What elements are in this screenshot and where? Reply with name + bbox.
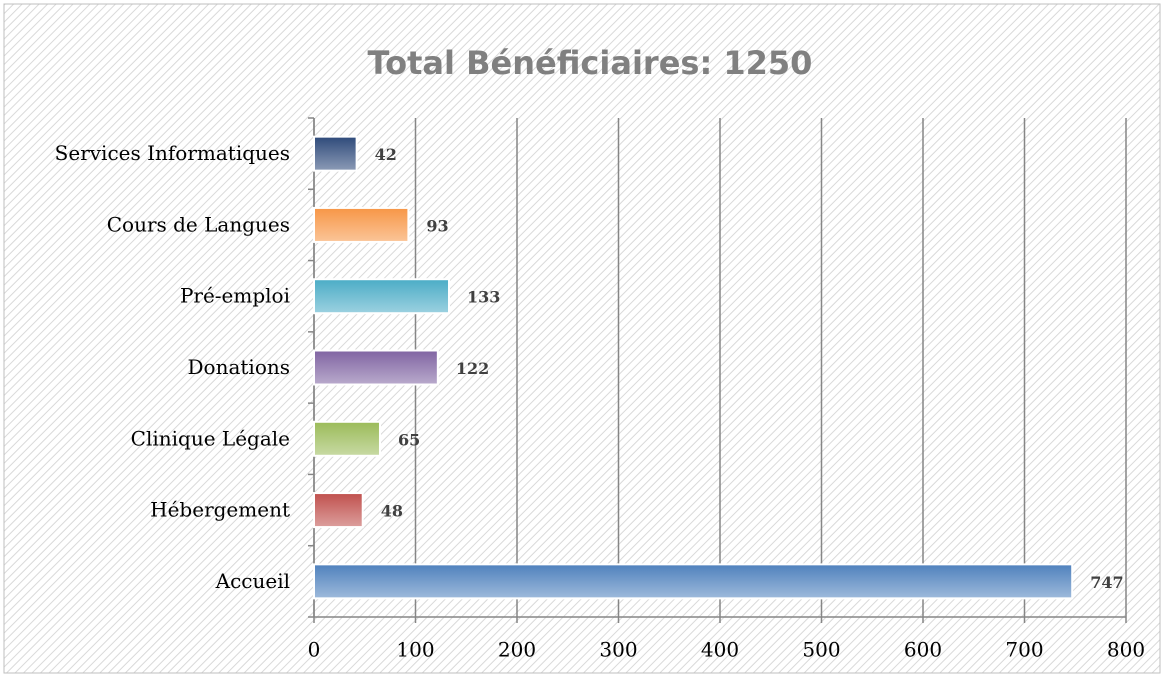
bar <box>313 278 450 315</box>
x-tick-label: 100 <box>396 638 434 662</box>
x-tick-label: 700 <box>1005 638 1043 662</box>
value-label: 65 <box>398 430 420 449</box>
value-label: 747 <box>1090 573 1123 592</box>
bar <box>313 492 364 529</box>
bar <box>313 563 1074 600</box>
chart-background <box>3 3 1161 674</box>
x-tick-label: 800 <box>1107 638 1145 662</box>
bar <box>313 135 358 172</box>
x-tick-label: 200 <box>498 638 536 662</box>
x-tick-label: 500 <box>802 638 840 662</box>
x-tick-label: 0 <box>308 638 321 662</box>
x-tick-label: 300 <box>599 638 637 662</box>
x-tick-label: 600 <box>904 638 942 662</box>
value-label: 122 <box>456 359 489 378</box>
bar <box>313 349 439 386</box>
value-label: 48 <box>381 502 403 521</box>
chart-title: Total Bénéficiaires: 1250 <box>368 44 813 82</box>
y-tick-label: Pré-emploi <box>180 284 290 308</box>
y-tick-label: Services Informatiques <box>55 141 290 165</box>
bar <box>313 420 381 457</box>
y-tick-label: Donations <box>188 355 291 379</box>
x-tick-label: 400 <box>701 638 739 662</box>
y-tick-label: Accueil <box>215 569 290 593</box>
y-tick-label: Clinique Légale <box>131 426 290 450</box>
value-label: 42 <box>375 145 397 164</box>
y-tick-label: Hébergement <box>150 498 290 522</box>
bar <box>313 206 410 243</box>
value-label: 93 <box>426 216 448 235</box>
y-tick-label: Cours de Langues <box>107 212 290 236</box>
value-label: 133 <box>467 288 500 307</box>
